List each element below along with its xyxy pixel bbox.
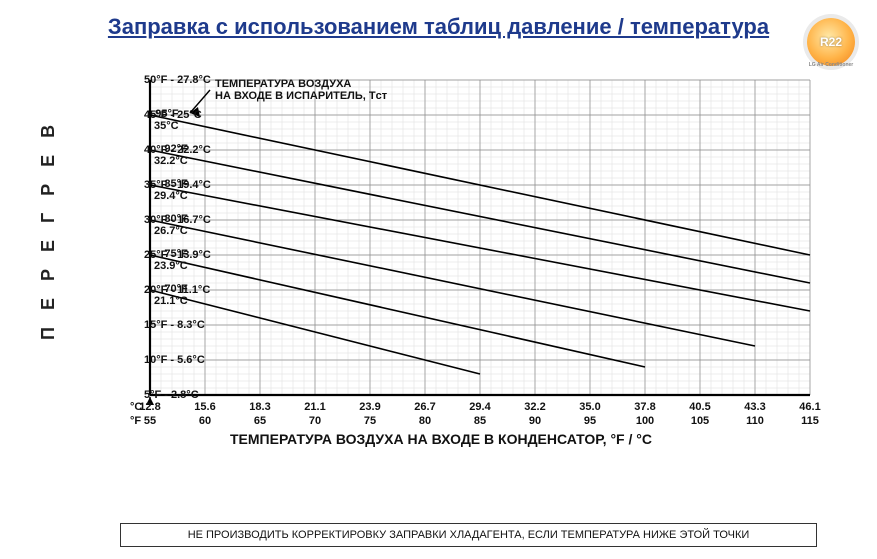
x-tick-f: 110 [746,415,764,427]
unit-c: °C [130,401,142,413]
series-label: 92°F32.2°C [154,144,188,167]
chart: 50°F - 27.8°C45°F - 25°C40°F - 22.2°C35°… [90,70,850,440]
x-tick-c: 46.1 [799,401,820,413]
page-title: Заправка с использованием таблиц давлени… [0,14,877,40]
x-tick-f: 80 [419,415,431,427]
x-tick-c: 35.0 [579,401,600,413]
unit-f: °F [130,415,142,427]
x-tick-f: 90 [529,415,541,427]
x-tick-f: 95 [584,415,596,427]
series-label: 75°F23.9°C [154,249,188,272]
series-label: 85°F29.4°C [154,179,188,202]
footer-note: НЕ ПРОИЗВОДИТЬ КОРРЕКТИРОВКУ ЗАПРАВКИ ХЛ… [120,523,817,547]
x-axis-label: ТЕМПЕРАТУРА ВОЗДУХА НА ВХОДЕ В КОНДЕНСАТ… [230,431,652,447]
x-tick-f: 65 [254,415,266,427]
r22-badge: R22 LG Air Conditioner [807,18,855,66]
x-tick-f: 85 [474,415,486,427]
x-tick-f: 55 [144,415,156,427]
x-tick-c: 29.4 [469,401,490,413]
x-tick-c: 43.3 [744,401,765,413]
x-tick-c: 32.2 [524,401,545,413]
x-tick-c: 18.3 [249,401,270,413]
x-tick-f: 60 [199,415,211,427]
x-unit-labels: °C °F [130,401,142,427]
x-tick-f: 70 [309,415,321,427]
x-tick-f: 115 [801,415,819,427]
series-label: 80°F26.7°C [154,214,188,237]
badge-text: R22 [820,35,842,49]
x-tick-f: 100 [636,415,654,427]
evaporator-inlet-note: ТЕМПЕРАТУРА ВОЗДУХАНА ВХОДЕ В ИСПАРИТЕЛЬ… [215,78,387,102]
x-tick-c: 40.5 [689,401,710,413]
x-tick-c: 37.8 [634,401,655,413]
badge-subtext: LG Air Conditioner [809,62,854,68]
x-tick-f: 75 [364,415,376,427]
x-tick-c: 12.8 [139,401,160,413]
x-tick-f: 105 [691,415,709,427]
x-tick-c: 26.7 [414,401,435,413]
y-axis-label: П Е Р Е Г Р Е В [38,119,59,340]
x-tick-c: 23.9 [359,401,380,413]
page: { "title": "Заправка с использованием та… [0,0,877,559]
x-tick-c: 21.1 [304,401,325,413]
x-tick-c: 15.6 [194,401,215,413]
series-label: 95°F35°C [154,109,179,132]
series-label: 70°F21.1°C [154,284,188,307]
